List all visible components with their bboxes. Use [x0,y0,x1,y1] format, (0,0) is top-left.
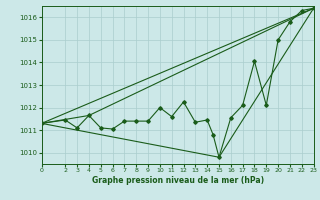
X-axis label: Graphe pression niveau de la mer (hPa): Graphe pression niveau de la mer (hPa) [92,176,264,185]
